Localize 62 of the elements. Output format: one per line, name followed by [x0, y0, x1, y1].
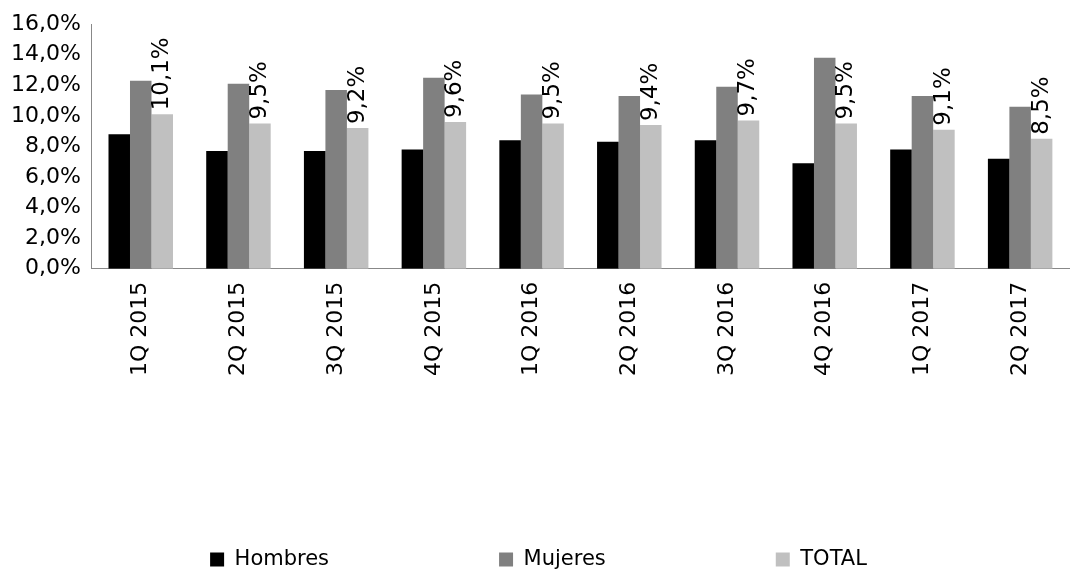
- bar: [694, 140, 717, 269]
- data-label: 9,7%: [733, 58, 760, 117]
- data-label: 9,6%: [440, 59, 467, 118]
- bar: [987, 158, 1010, 269]
- x-tick-label: 4Q 2016: [810, 281, 836, 376]
- data-label: 9,5%: [831, 61, 858, 120]
- x-tick-label: 4Q 2015: [419, 281, 445, 376]
- data-label: 10,1%: [147, 37, 174, 111]
- y-tick-label: 6,0%: [24, 162, 81, 188]
- legend-label: Mujeres: [523, 545, 606, 570]
- bar: [792, 163, 814, 269]
- bar: [303, 151, 326, 269]
- x-tick-label: 2Q 2015: [224, 281, 250, 376]
- y-tick-label: 4,0%: [24, 193, 81, 219]
- bar: [206, 151, 228, 269]
- x-tick-label: 1Q 2015: [126, 281, 152, 376]
- x-tick-label: 1Q 2017: [908, 281, 934, 376]
- legend-label: TOTAL: [799, 545, 868, 570]
- x-tick-label: 2Q 2017: [1005, 281, 1031, 376]
- bar: [618, 96, 641, 269]
- bar: [911, 96, 934, 269]
- bar: [597, 141, 619, 269]
- data-label: 8,5%: [1026, 76, 1053, 135]
- bar: [108, 134, 130, 269]
- bar: [499, 140, 521, 269]
- bar: [151, 114, 173, 269]
- legend-label: Hombres: [234, 545, 330, 570]
- y-tick-label: 10,0%: [11, 101, 81, 127]
- y-tick-label: 0,0%: [24, 254, 81, 280]
- x-tick-label: 2Q 2016: [615, 281, 641, 376]
- x-tick-label: 3Q 2015: [321, 281, 347, 376]
- data-label: 9,4%: [635, 62, 662, 122]
- bar: [249, 123, 271, 269]
- bar: [933, 129, 955, 269]
- y-tick-label: 8,0%: [24, 132, 81, 158]
- bar: [716, 86, 738, 269]
- bar: [1030, 138, 1053, 269]
- bar: [737, 120, 760, 269]
- data-label: 9,5%: [244, 61, 271, 120]
- y-tick-label: 2,0%: [24, 223, 81, 249]
- bar: [444, 122, 467, 269]
- y-tick-label: 12,0%: [11, 71, 81, 97]
- bar: [835, 123, 857, 269]
- bar: [227, 83, 250, 269]
- data-label: 9,2%: [342, 65, 369, 125]
- bar: [640, 125, 662, 269]
- bar: [890, 149, 912, 269]
- bar: [542, 123, 564, 269]
- data-label: 9,1%: [928, 67, 955, 126]
- bar: [325, 89, 347, 269]
- bar: [130, 80, 152, 269]
- bar: [520, 94, 543, 269]
- y-tick-label: 14,0%: [11, 40, 81, 66]
- bar: [1009, 106, 1031, 269]
- bar: [423, 77, 445, 269]
- x-tick-label: 1Q 2016: [517, 281, 543, 376]
- data-label: 9,5%: [538, 61, 565, 120]
- y-tick-label: 16,0%: [11, 9, 81, 35]
- bar: [813, 57, 836, 269]
- bar: [346, 128, 369, 269]
- bar: [401, 149, 424, 269]
- x-tick-label: 3Q 2016: [712, 281, 738, 376]
